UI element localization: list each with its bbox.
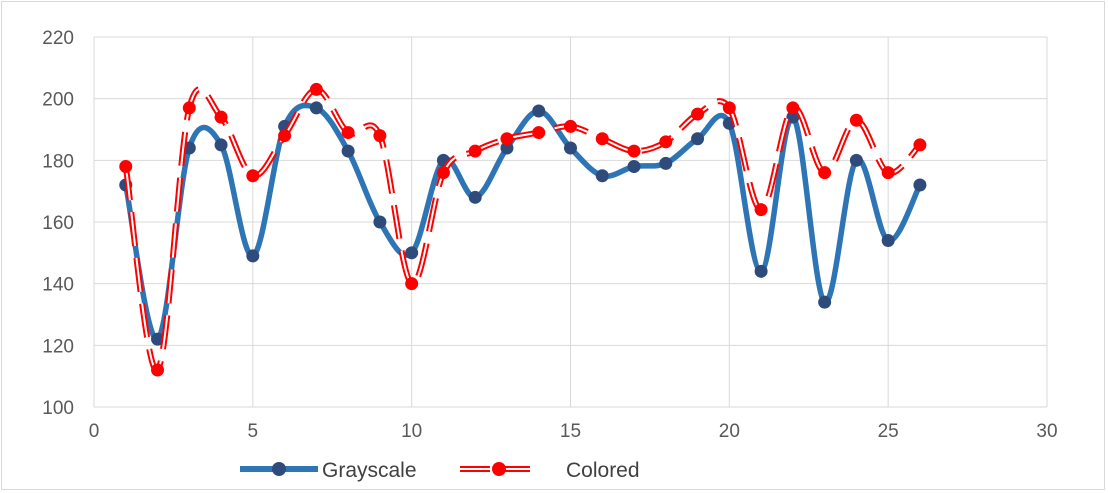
data-point: [151, 363, 165, 377]
data-point: [278, 129, 292, 143]
legend-item-grayscale: Grayscale: [240, 459, 417, 482]
y-tick-label: 180: [42, 151, 74, 172]
data-point: [849, 153, 863, 167]
data-point: [786, 101, 800, 115]
x-tick-label: 20: [719, 421, 740, 442]
data-point: [913, 178, 927, 192]
data-point: [691, 107, 705, 121]
data-point: [373, 129, 387, 143]
data-point: [500, 132, 514, 146]
data-point: [754, 203, 768, 217]
series-line-outer: [122, 86, 923, 374]
x-tick-label: 30: [1036, 421, 1057, 442]
legend-swatch-marker: [272, 462, 286, 476]
data-point: [564, 141, 577, 155]
y-tick-label: 220: [42, 28, 74, 49]
data-point: [468, 144, 482, 158]
data-point: [246, 169, 260, 183]
data-point: [119, 160, 133, 173]
data-point: [405, 277, 419, 291]
y-tick-label: 200: [42, 90, 74, 111]
data-point: [436, 166, 450, 180]
data-point: [595, 169, 609, 183]
data-point: [564, 119, 577, 133]
y-tick-label: 160: [42, 213, 74, 234]
data-point: [627, 160, 641, 173]
data-point: [532, 104, 546, 118]
series-line-inner: [124, 88, 921, 372]
legend-label: Grayscale: [322, 459, 417, 482]
data-point: [532, 126, 546, 140]
data-point: [341, 126, 355, 140]
series-grayscale: [119, 101, 927, 346]
series-line: [123, 102, 923, 342]
y-tick-label: 120: [42, 336, 74, 357]
data-point: [659, 135, 673, 149]
data-point: [913, 138, 927, 152]
data-point: [341, 144, 355, 158]
legend-label: Colored: [566, 459, 640, 482]
gridlines: [93, 36, 1048, 408]
y-tick-label: 100: [42, 398, 74, 419]
y-tick-label: 140: [42, 275, 74, 296]
data-point: [722, 101, 736, 115]
data-point: [468, 190, 482, 204]
data-point: [754, 264, 768, 278]
data-point: [214, 110, 228, 124]
data-point: [818, 295, 832, 309]
legend-item-colored: Colored: [460, 459, 640, 482]
data-point: [691, 132, 705, 146]
x-tick-label: 25: [878, 421, 899, 442]
x-tick-label: 15: [560, 421, 581, 442]
data-point: [151, 332, 165, 346]
legend-swatch-marker: [492, 462, 506, 476]
data-point: [214, 138, 228, 152]
data-point: [881, 234, 895, 247]
data-point: [818, 166, 832, 180]
data-point: [309, 82, 323, 96]
data-point: [849, 113, 863, 127]
data-point: [595, 132, 609, 146]
data-point: [373, 215, 387, 229]
data-point: [246, 249, 260, 263]
tick-labels: 100 120 140 160 180 200 220 0 5 10 15 20 25 30: [42, 28, 1057, 442]
data-point: [659, 156, 673, 170]
x-tick-label: 5: [248, 421, 259, 442]
data-point: [309, 101, 323, 115]
data-point: [627, 144, 641, 158]
data-point: [500, 141, 514, 155]
x-tick-label: 0: [89, 421, 100, 442]
data-point: [182, 101, 196, 115]
series-layer: [119, 82, 927, 377]
series-colored: [119, 82, 927, 377]
x-tick-label: 10: [401, 421, 422, 442]
legend: Grayscale Colored: [240, 459, 640, 482]
data-point: [881, 166, 895, 180]
data-point: [405, 246, 419, 260]
